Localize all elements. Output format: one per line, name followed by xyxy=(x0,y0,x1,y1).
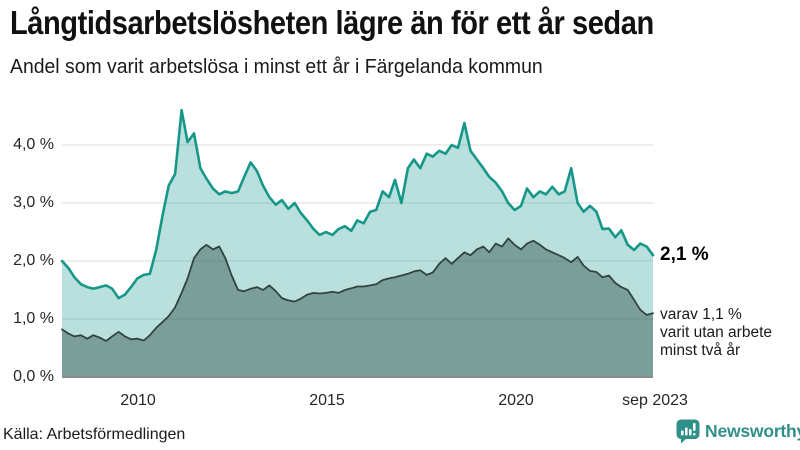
latest-value-label: 2,1 % xyxy=(660,244,709,265)
series-area-1 xyxy=(62,238,653,377)
y-tick-label-0: 0,0 % xyxy=(13,368,54,385)
chart-subtitle: Andel som varit arbetslösa i minst ett å… xyxy=(10,56,543,78)
x-tick-label-latest: sep 2023 xyxy=(622,392,688,409)
x-tick-label-2015: 2015 xyxy=(309,392,345,409)
series-line-0 xyxy=(60,108,655,300)
y-tick-label-2: 2,0 % xyxy=(13,252,54,269)
source-credit: Källa: Arbetsförmedlingen xyxy=(3,426,186,443)
x-tick-label-2020: 2020 xyxy=(498,392,534,409)
newsworthy-logo-text: Newsworthy xyxy=(705,421,800,441)
y-tick-label-4: 4,0 % xyxy=(13,136,54,153)
page-title: Långtidsarbetslösheten lägre än för ett … xyxy=(10,4,654,41)
y-tick-label-3: 3,0 % xyxy=(13,194,54,211)
newsworthy-logo-icon xyxy=(676,419,700,444)
newsworthy-logo[interactable]: Newsworthy xyxy=(676,419,800,444)
secondary-value-label: varav 1,1 % varit utan arbete minst två … xyxy=(660,306,773,359)
y-tick-label-1: 1,0 % xyxy=(13,310,54,327)
series-area-0 xyxy=(62,110,653,377)
x-tick-label-2010: 2010 xyxy=(120,392,156,409)
series-line-1 xyxy=(61,237,654,342)
